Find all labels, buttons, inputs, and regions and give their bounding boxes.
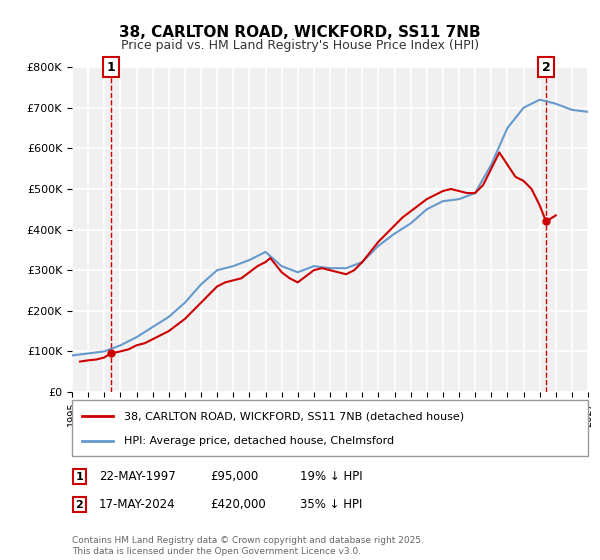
Text: £95,000: £95,000	[210, 470, 258, 483]
Text: 35% ↓ HPI: 35% ↓ HPI	[300, 498, 362, 511]
FancyBboxPatch shape	[72, 400, 588, 456]
Text: 38, CARLTON ROAD, WICKFORD, SS11 7NB (detached house): 38, CARLTON ROAD, WICKFORD, SS11 7NB (de…	[124, 411, 464, 421]
Text: 2: 2	[542, 60, 550, 74]
Text: 22-MAY-1997: 22-MAY-1997	[99, 470, 176, 483]
Text: Price paid vs. HM Land Registry's House Price Index (HPI): Price paid vs. HM Land Registry's House …	[121, 39, 479, 52]
Text: 1: 1	[106, 60, 115, 74]
Text: HPI: Average price, detached house, Chelmsford: HPI: Average price, detached house, Chel…	[124, 436, 394, 446]
Text: 2: 2	[76, 500, 83, 510]
Text: 17-MAY-2024: 17-MAY-2024	[99, 498, 176, 511]
Text: Contains HM Land Registry data © Crown copyright and database right 2025.
This d: Contains HM Land Registry data © Crown c…	[72, 536, 424, 556]
Text: £420,000: £420,000	[210, 498, 266, 511]
Text: 38, CARLTON ROAD, WICKFORD, SS11 7NB: 38, CARLTON ROAD, WICKFORD, SS11 7NB	[119, 25, 481, 40]
Text: 19% ↓ HPI: 19% ↓ HPI	[300, 470, 362, 483]
Text: 1: 1	[76, 472, 83, 482]
